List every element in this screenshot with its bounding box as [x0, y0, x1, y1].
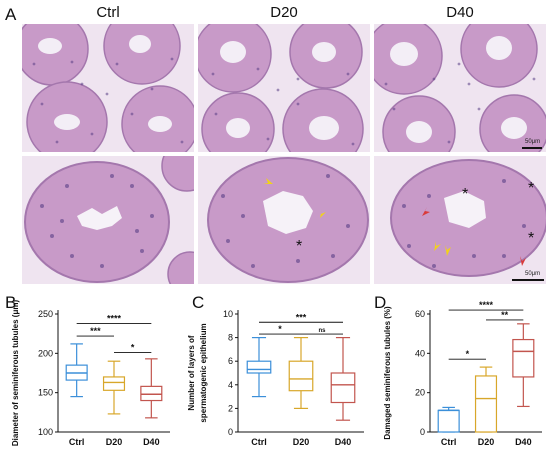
yellow-arrow-icon: [434, 241, 441, 251]
y-tick-label: 0: [420, 427, 425, 437]
yellow-arrow-icon: [263, 178, 273, 184]
y-tick-label: 40: [415, 348, 425, 358]
y-tick-label: 4: [228, 380, 233, 390]
y-axis-label: Number of layers of: [187, 335, 196, 410]
y-tick-label: 2: [228, 403, 233, 413]
significance-label: **: [501, 310, 509, 320]
y-tick-label: 0: [228, 427, 233, 437]
box-iqr: [330, 372, 356, 404]
y-tick-label: 200: [38, 348, 53, 358]
micrograph-d40-high: * * *: [374, 156, 546, 284]
y-tick-label: 100: [38, 427, 53, 437]
x-tick-label: Ctrl: [251, 437, 267, 447]
red-arrow-icon: [422, 207, 430, 216]
x-tick-label: Ctrl: [441, 437, 457, 447]
y-tick-label: 60: [415, 309, 425, 319]
asterisk-marker: *: [528, 230, 535, 247]
significance-label: ***: [296, 312, 307, 322]
y-axis-label: Damaged seminiferous tubules (%): [383, 306, 392, 440]
panel-label-b: B: [5, 293, 17, 312]
epithelium-layers-boxplot: 0 2 4 6 8 10 Number of layers of spermatogenic …: [187, 309, 364, 447]
significance-label: ****: [107, 313, 122, 323]
column-title-ctrl: Ctrl: [96, 4, 120, 21]
damaged-tubules-boxplot: 0 20 40 60 Damaged seminiferous tubules (%) C…: [383, 300, 542, 447]
x-tick-label: D40: [515, 437, 532, 447]
scalebar-top: [522, 147, 542, 149]
panel-label-c: C: [192, 293, 205, 312]
box-iqr: [102, 376, 126, 391]
box-iqr: [246, 360, 272, 374]
micrograph-d40-low: [374, 24, 546, 152]
significance-label: *: [278, 324, 282, 334]
red-arrow-icon: [520, 256, 526, 266]
significance-label: ns: [318, 328, 326, 334]
y-tick-label: 6: [228, 356, 233, 366]
scalebar-bottom: [512, 279, 544, 281]
micrograph-d20-low: [198, 24, 370, 152]
panel-label-a: A: [5, 5, 17, 24]
x-tick-label: Ctrl: [69, 437, 85, 447]
yellow-arrow-icon: [445, 245, 451, 256]
scalebar-label-top: 50μm: [525, 139, 541, 145]
asterisk-marker: *: [462, 186, 469, 203]
y-tick-label: 20: [415, 388, 425, 398]
asterisk-marker: *: [296, 238, 303, 255]
diameter-boxplot: 100 150 200 250 Diameter of seminiferous tub…: [11, 300, 170, 447]
box-iqr: [140, 385, 163, 402]
panel-label-d: D: [374, 293, 387, 312]
y-axis-label: spermatogenic epithelium: [199, 323, 208, 422]
x-tick-label: D20: [106, 437, 123, 447]
y-axis-label: Diameter of seminiferous tubules (μm): [11, 300, 20, 447]
y-tick-label: 150: [38, 388, 53, 398]
x-tick-label: D40: [335, 437, 352, 447]
y-tick-label: 250: [38, 309, 53, 319]
micrograph-d20-high: *: [198, 156, 370, 284]
significance-label: ***: [90, 326, 101, 336]
y-tick-label: 8: [228, 333, 233, 343]
box-iqr: [512, 338, 535, 378]
significance-label: *: [466, 349, 470, 359]
x-tick-label: D20: [293, 437, 310, 447]
significance-label: ****: [479, 300, 494, 310]
scalebar-label-bottom: 50μm: [525, 271, 541, 277]
micrograph-ctrl-high: [22, 156, 194, 284]
yellow-arrow-icon: [320, 209, 326, 218]
column-title-d20: D20: [270, 4, 298, 21]
x-tick-label: D40: [143, 437, 160, 447]
asterisk-marker: *: [528, 180, 535, 197]
box-iqr: [437, 409, 460, 433]
significance-label: *: [131, 343, 135, 353]
box-iqr: [288, 360, 314, 392]
column-title-d40: D40: [446, 4, 474, 21]
micrograph-ctrl-low: [22, 24, 194, 152]
y-tick-label: 10: [223, 309, 233, 319]
box-iqr: [474, 375, 498, 433]
x-tick-label: D20: [478, 437, 495, 447]
